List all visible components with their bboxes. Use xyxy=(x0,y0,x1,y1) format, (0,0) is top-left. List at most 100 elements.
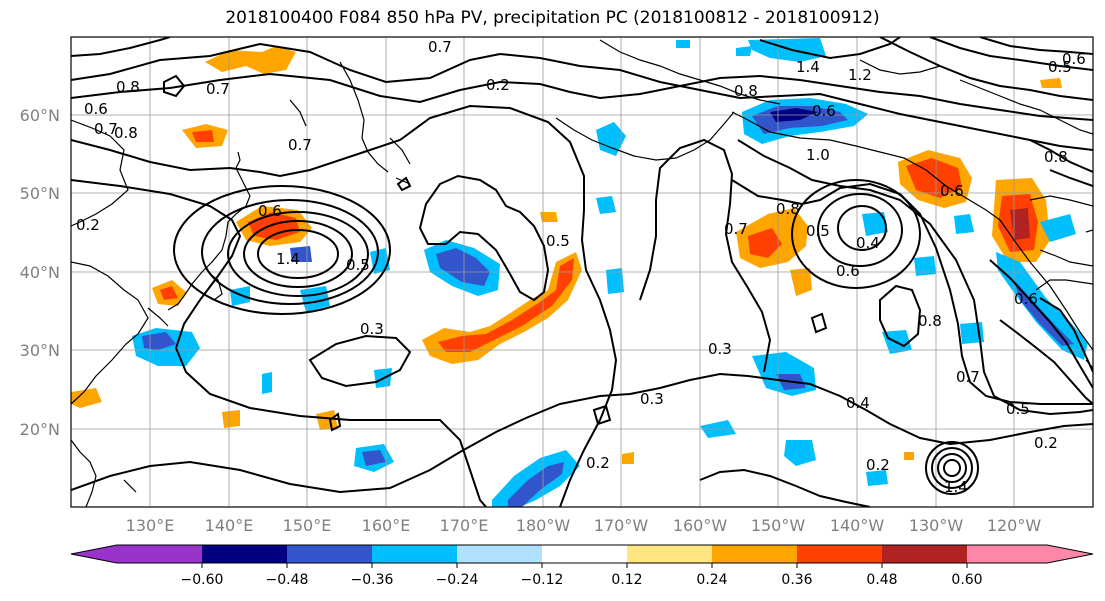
precip-negative-patch xyxy=(1040,214,1076,242)
colorbar-segment xyxy=(117,545,202,563)
precip-negative-patch xyxy=(676,40,690,48)
contour-label: 1.0 xyxy=(806,146,830,164)
colorbar-tick-label: −0.12 xyxy=(521,572,564,588)
lon-label: 170°E xyxy=(440,516,489,535)
precip-negative-patch xyxy=(736,46,752,56)
colorbar-tick-label: −0.48 xyxy=(266,572,309,588)
lat-label-20n: 20°N xyxy=(20,420,60,439)
colorbar-segment xyxy=(542,545,627,563)
colorbar-tick-label: 0.24 xyxy=(696,572,727,588)
lon-label: 160°W xyxy=(673,516,728,535)
contour-label: 0.7 xyxy=(428,38,452,56)
contour-label: 0.6 xyxy=(1062,50,1086,68)
precip-positive-patch xyxy=(222,410,240,428)
contour-label: 0.3 xyxy=(708,340,732,358)
lat-label-40n: 40°N xyxy=(20,263,60,282)
contour-label: 0.2 xyxy=(586,454,610,472)
lon-label: 120°W xyxy=(987,516,1042,535)
contour-label: 0.8 xyxy=(116,78,140,96)
contour-label: 0.6 xyxy=(812,102,836,120)
precip-positive-patch xyxy=(622,452,634,464)
lon-label: 170°W xyxy=(594,516,649,535)
precip-negative-patch xyxy=(996,252,1088,360)
lon-label: 180°W xyxy=(516,516,571,535)
precip-negative-patch xyxy=(866,470,888,486)
pv-contours xyxy=(71,37,1093,507)
contour-label: 0.8 xyxy=(114,124,138,142)
colorbar-segment xyxy=(627,545,712,563)
precip-positive-patch xyxy=(160,286,178,300)
lon-label: 130°E xyxy=(126,516,175,535)
colorbar-segment xyxy=(882,545,967,563)
lon-label: 130°W xyxy=(909,516,964,535)
precip-positive-patch xyxy=(748,228,782,258)
precip-positive-patch xyxy=(906,158,962,198)
contour-label: 0.2 xyxy=(866,456,890,474)
contour-label: 0.6 xyxy=(1014,290,1038,308)
contour-label: 0.6 xyxy=(836,262,860,280)
colorbar-tick-label: 0.48 xyxy=(866,572,897,588)
colorbar-ticks xyxy=(201,563,968,568)
contour-label: 1.2 xyxy=(848,66,872,84)
colorbar-tick-label: 0.36 xyxy=(781,572,812,588)
lat-label-50n: 50°N xyxy=(20,184,60,203)
contour-label: 0.2 xyxy=(1034,434,1058,452)
colorbar: −0.60 −0.48 −0.36 −0.24 −0.12 0.12 0.24 … xyxy=(70,544,1094,588)
colorbar-segment xyxy=(712,545,797,563)
colorbar-segment xyxy=(967,545,1047,563)
precip-positive-patch xyxy=(71,388,102,408)
precip-negative-patch xyxy=(954,214,974,234)
contour-label: 0.4 xyxy=(846,394,870,412)
colorbar-segment xyxy=(372,545,457,563)
precip-positive-patch xyxy=(1010,208,1030,240)
precipitation-shading xyxy=(71,38,1088,507)
contour-label: 0.3 xyxy=(360,320,384,338)
contour-label: 0.7 xyxy=(956,368,980,386)
precip-positive-patch xyxy=(438,258,574,352)
contour-label: 0.5 xyxy=(346,256,370,274)
contour-label: 0.7 xyxy=(94,120,118,138)
lon-label: 140°E xyxy=(205,516,254,535)
precip-positive-patch xyxy=(192,130,214,142)
map-title: 2018100400 F084 850 hPa PV, precipitatio… xyxy=(225,8,880,28)
lon-label: 140°W xyxy=(830,516,885,535)
contour-label: 0.6 xyxy=(258,202,282,220)
colorbar-extend-max xyxy=(1047,545,1093,563)
lat-label-60n: 60°N xyxy=(20,106,60,125)
precip-negative-patch xyxy=(290,246,312,262)
precip-positive-patch xyxy=(1040,78,1062,88)
precip-negative-patch xyxy=(748,38,826,62)
precip-negative-patch xyxy=(1014,280,1074,346)
precip-negative-patch xyxy=(784,440,816,466)
precip-positive-patch xyxy=(205,46,296,74)
contour-label: 0.7 xyxy=(288,136,312,154)
colorbar-tick-label: −0.60 xyxy=(181,572,224,588)
precip-negative-patch xyxy=(914,256,936,276)
contour-label: 0.6 xyxy=(84,100,108,118)
precip-positive-patch xyxy=(316,410,338,430)
precip-negative-patch xyxy=(596,122,626,156)
longitude-labels: 130°E 140°E 150°E 160°E 170°E 180°W 170°… xyxy=(126,516,1042,535)
precip-negative-patch xyxy=(262,372,272,394)
precip-positive-patch xyxy=(790,268,812,296)
contour-label: 0.5 xyxy=(806,222,830,240)
contour-label: 0.7 xyxy=(724,220,748,238)
precip-positive-patch xyxy=(904,452,914,460)
contour-label: 0.2 xyxy=(76,216,100,234)
lat-label-30n: 30°N xyxy=(20,341,60,360)
contour-label: 0.3 xyxy=(640,390,664,408)
colorbar-tick-label: 0.60 xyxy=(951,572,982,588)
colorbar-tick-label: −0.24 xyxy=(436,572,479,588)
contour-label: 0.5 xyxy=(546,232,570,250)
contour-label: 0.8 xyxy=(1044,148,1068,166)
contour-label: 0.7 xyxy=(206,80,230,98)
colorbar-tick-label: 0.12 xyxy=(611,572,642,588)
precip-negative-patch xyxy=(142,332,176,350)
contour-label: 1.4 xyxy=(944,478,968,496)
colorbar-tick-label: −0.36 xyxy=(351,572,394,588)
latitude-labels: 60°N 50°N 40°N 30°N 20°N xyxy=(20,106,60,439)
precip-positive-patch xyxy=(540,212,558,222)
contour-label: 0.6 xyxy=(940,182,964,200)
precip-negative-patch xyxy=(230,286,250,306)
